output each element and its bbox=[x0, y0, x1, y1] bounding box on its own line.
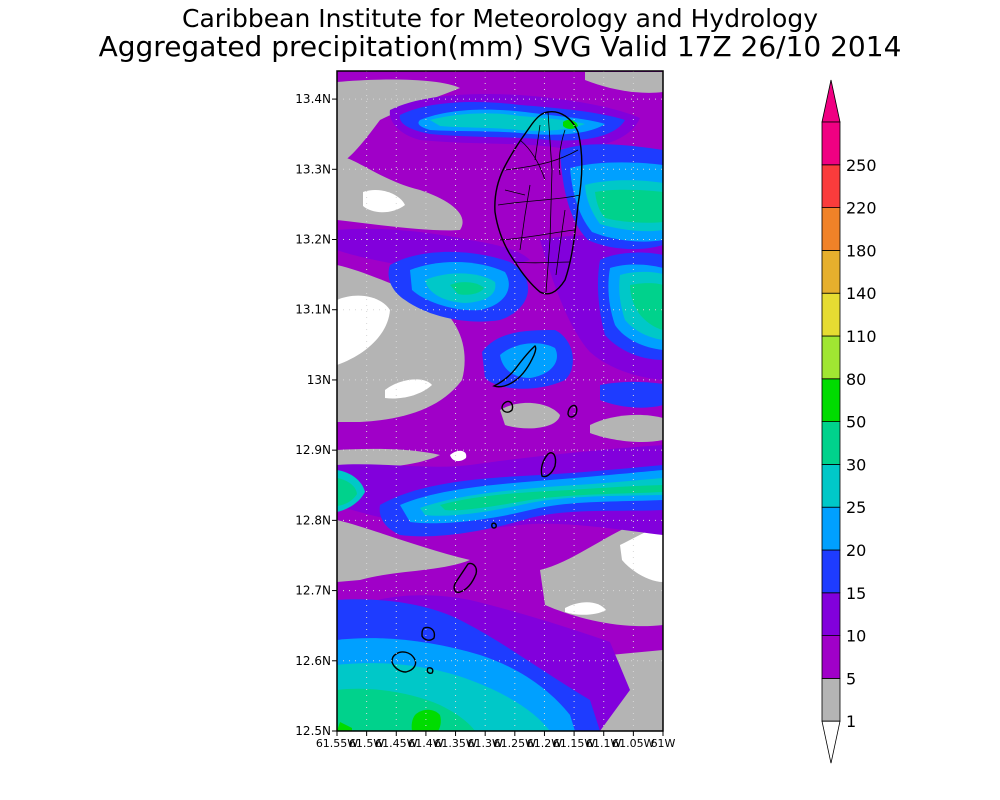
lat-label: 13N bbox=[307, 373, 331, 387]
legend-label: 30 bbox=[846, 455, 866, 474]
lat-label: 13.3N bbox=[295, 162, 331, 176]
legend-swatch bbox=[821, 164, 841, 209]
legend-label: 20 bbox=[846, 541, 866, 560]
legend-swatch bbox=[821, 463, 841, 508]
canouan-island bbox=[540, 452, 557, 478]
legend-label: 1 bbox=[846, 712, 856, 731]
lon-label: 61.2W bbox=[527, 737, 562, 750]
legend-swatch bbox=[821, 335, 841, 380]
legend-label: 10 bbox=[846, 627, 866, 646]
lon-label: 61.4W bbox=[408, 737, 443, 750]
lat-label: 12.7N bbox=[295, 584, 331, 598]
grenada-island bbox=[391, 651, 417, 673]
lat-label: 13.4N bbox=[295, 92, 331, 106]
legend-bottom-arrow bbox=[821, 720, 841, 764]
lon-label: 61.3W bbox=[467, 737, 502, 750]
lon-label: 61.25W bbox=[494, 737, 536, 750]
lat-label: 12.8N bbox=[295, 513, 331, 527]
map-axes: 13.4N 13.3N 13.2N 13.1N 13N 12.9N 12.8N 12.7N 12… bbox=[295, 92, 675, 750]
island-outlines bbox=[391, 111, 583, 674]
legend-swatch bbox=[821, 592, 841, 636]
lon-label: 61.15W bbox=[553, 737, 595, 750]
saint-vincent-island bbox=[494, 111, 583, 295]
mustique-island bbox=[501, 400, 514, 413]
lon-label: 61.5W bbox=[349, 737, 384, 750]
legend-label: 110 bbox=[846, 327, 877, 346]
legend-label: 140 bbox=[846, 284, 877, 303]
lon-label: 61.05W bbox=[612, 737, 654, 750]
map-frame bbox=[336, 70, 664, 732]
legend-swatch bbox=[821, 249, 841, 294]
legend-label: 5 bbox=[846, 669, 856, 688]
river-network bbox=[497, 111, 581, 293]
legend-swatch bbox=[821, 421, 841, 465]
lon-label: 61.55W bbox=[316, 737, 358, 750]
legend-label: 80 bbox=[846, 370, 866, 389]
legend-swatch bbox=[821, 121, 841, 166]
legend-label: 180 bbox=[846, 241, 877, 260]
legend-swatch bbox=[821, 678, 841, 722]
lon-label: 61.45W bbox=[375, 737, 417, 750]
legend-label: 15 bbox=[846, 584, 866, 603]
map-subtitle: Aggregated precipitation(mm) SVG Valid 1… bbox=[98, 30, 902, 63]
lat-label: 12.5N bbox=[295, 724, 331, 738]
legend-swatch bbox=[821, 635, 841, 679]
lon-label: 61W bbox=[651, 737, 676, 750]
mayreau-island bbox=[491, 522, 497, 529]
legend-label: 25 bbox=[846, 498, 866, 517]
lat-label: 13.2N bbox=[295, 233, 331, 247]
ronde-island bbox=[426, 667, 434, 674]
legend-label: 50 bbox=[846, 413, 866, 432]
lon-label: 61.35W bbox=[434, 737, 476, 750]
legend-swatch bbox=[821, 207, 841, 251]
lat-label: 13.1N bbox=[295, 303, 331, 317]
precipitation-field bbox=[337, 71, 663, 731]
petite-martinique-island bbox=[421, 626, 436, 641]
legend-swatch bbox=[821, 378, 841, 422]
legend-label: 250 bbox=[846, 156, 877, 175]
baliceaux-island bbox=[567, 404, 578, 418]
legend-swatch bbox=[821, 549, 841, 594]
lon-label: 61.1W bbox=[586, 737, 621, 750]
lat-label: 12.6N bbox=[295, 654, 331, 668]
bequia-island bbox=[492, 345, 537, 388]
map-title: Caribbean Institute for Meteorology and … bbox=[182, 4, 818, 33]
legend-swatch bbox=[821, 506, 841, 551]
legend-label: 220 bbox=[846, 199, 877, 218]
legend-top-arrow bbox=[821, 79, 841, 123]
legend-swatch bbox=[821, 292, 841, 337]
carriacou-island bbox=[453, 562, 478, 594]
lat-label: 12.9N bbox=[295, 443, 331, 457]
